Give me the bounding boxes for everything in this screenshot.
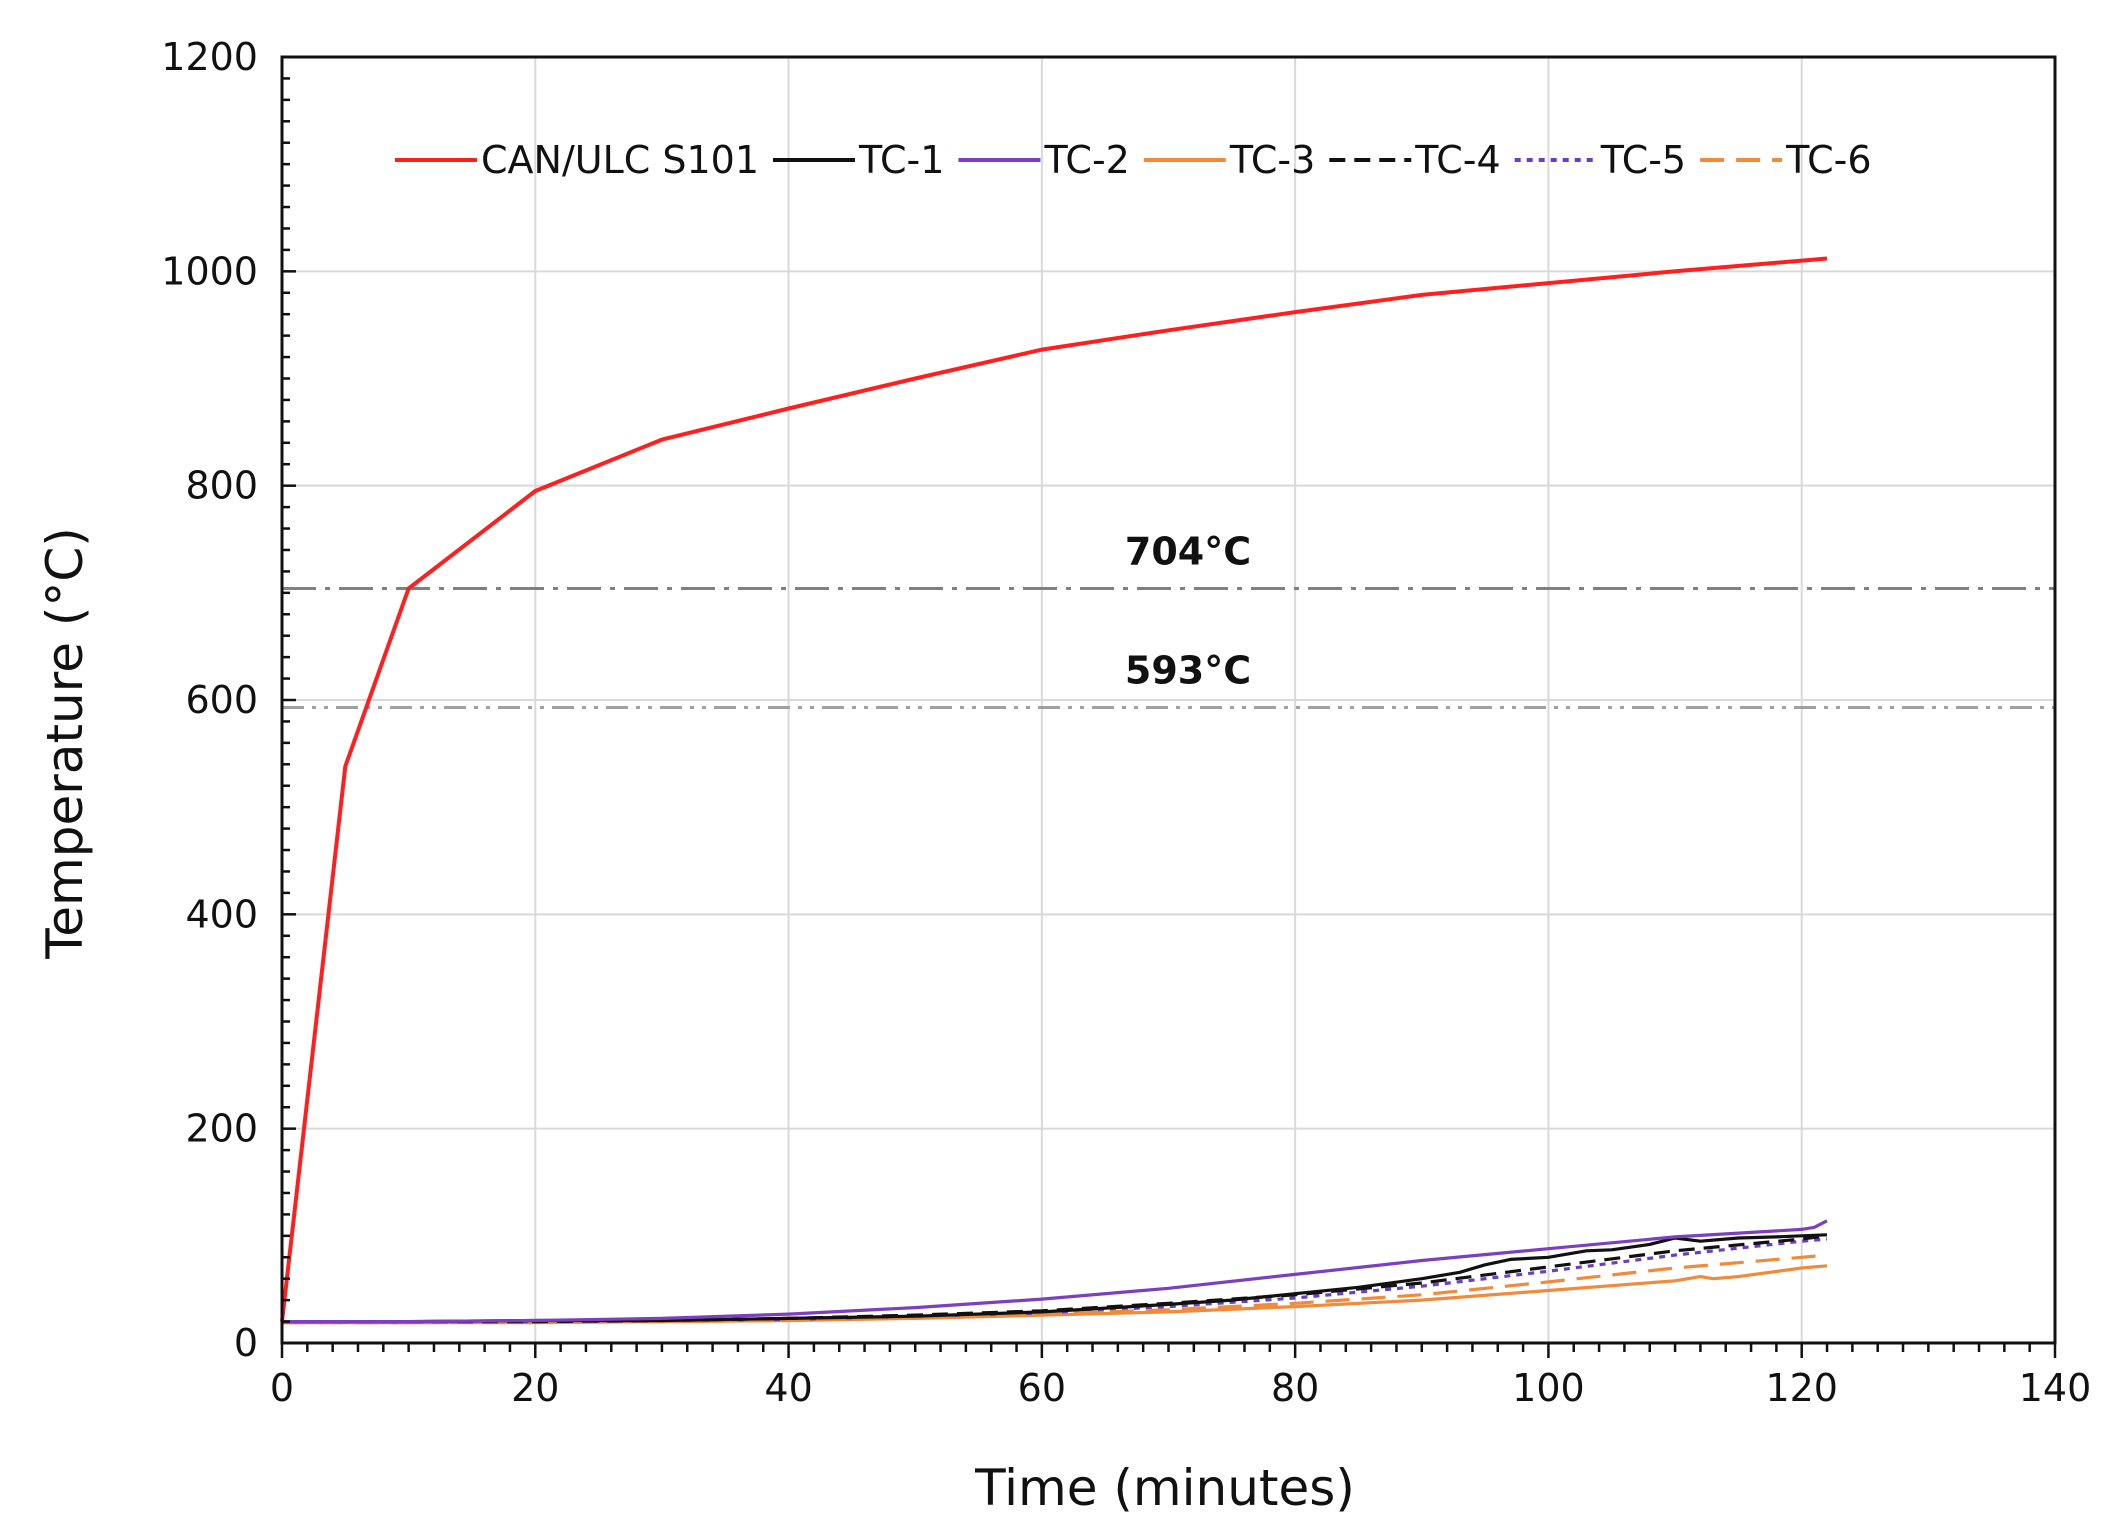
x-axis-title: Time (minutes): [974, 1459, 1355, 1517]
x-tick-label: 60: [1018, 1366, 1066, 1410]
y-tick-label: 1000: [161, 249, 258, 293]
series-line: [282, 1219, 1828, 1324]
y-tick-label: 0: [234, 1321, 258, 1365]
x-tick-label: 100: [1512, 1366, 1585, 1410]
legend: CAN/ULC S101 TC-1 TC-2 TC-3 TC-4 TC-5 TC-6: [395, 138, 1872, 182]
legend-label: TC-5: [1600, 138, 1686, 182]
legend-label: TC-6: [1785, 138, 1871, 182]
x-tick-label: 20: [511, 1366, 559, 1410]
series-line: [282, 1233, 1828, 1324]
x-tick-label: 40: [764, 1366, 812, 1410]
legend-label: CAN/ULC S101: [481, 138, 759, 182]
y-tick-label: 1200: [161, 35, 258, 79]
x-tick-label: 120: [1765, 1366, 1838, 1410]
legend-label: TC-2: [1043, 138, 1129, 182]
y-axis-title: Temperature (°C): [36, 527, 94, 960]
legend-label: TC-3: [1229, 138, 1315, 182]
axes: 0 200 400 600 800 1000 1200 0 20 40 60 80 100 120 140: [161, 35, 2091, 1410]
legend-label: TC-1: [858, 138, 944, 182]
series-lines: [280, 256, 1828, 1325]
y-tick-label: 800: [185, 464, 258, 508]
series-line: [280, 256, 1828, 1322]
x-tick-label: 80: [1271, 1366, 1319, 1410]
reference-line-label: 704°C: [1125, 530, 1251, 574]
x-tick-label: 0: [270, 1366, 294, 1410]
x-tick-label: 140: [2019, 1366, 2092, 1410]
legend-label: TC-4: [1414, 138, 1500, 182]
y-tick-label: 200: [185, 1107, 258, 1151]
y-tick-label: 600: [185, 678, 258, 722]
gridlines: [282, 57, 2055, 1343]
y-tick-label: 400: [185, 892, 258, 936]
series-line: [282, 1234, 1828, 1324]
reference-line-label: 593°C: [1125, 649, 1251, 693]
reference-lines: 704°C 593°C: [282, 530, 2055, 710]
